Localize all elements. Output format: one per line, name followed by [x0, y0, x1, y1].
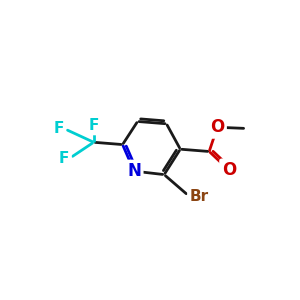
Text: O: O [222, 161, 236, 179]
Text: F: F [53, 121, 64, 136]
Text: F: F [59, 151, 69, 166]
Text: O: O [210, 118, 224, 136]
Text: N: N [127, 162, 141, 180]
Text: Br: Br [190, 189, 209, 204]
Text: F: F [88, 118, 99, 133]
